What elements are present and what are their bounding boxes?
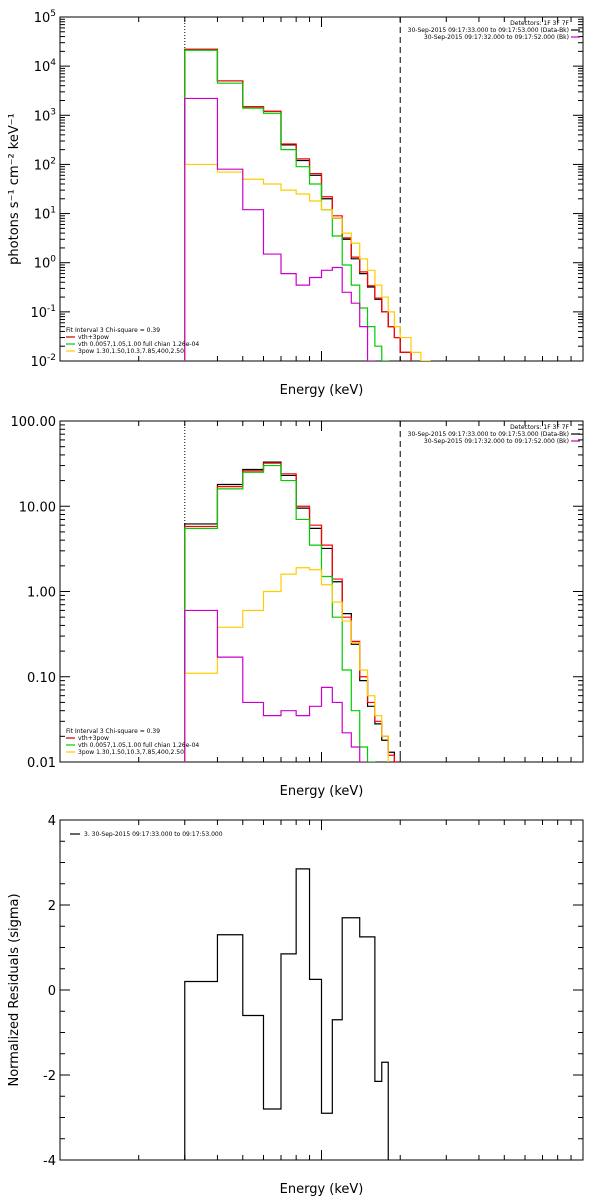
y-tick-exponent: 4 bbox=[50, 58, 56, 68]
y-tick-label: 4 bbox=[48, 814, 56, 829]
y-tick-label: 0 bbox=[48, 984, 56, 999]
series-line-3 bbox=[184, 567, 389, 762]
legend-entry: Fit Interval 3 Chi-square = 0.39 bbox=[66, 327, 160, 334]
legend-entry: vth+3pow bbox=[78, 334, 109, 341]
y-tick-label: 101 bbox=[34, 206, 56, 223]
series-line-0 bbox=[184, 461, 401, 762]
series-line-4 bbox=[184, 609, 369, 762]
y-tick-label: 105 bbox=[34, 9, 56, 26]
series-line-4 bbox=[184, 97, 376, 361]
legend-entry: 3pow 1.30,1.50,10.3,7.85,400,2.50 bbox=[78, 749, 184, 756]
series-group bbox=[184, 48, 431, 361]
y-tick-label: 10-2 bbox=[30, 353, 56, 370]
y-tick-exponent: 0 bbox=[50, 255, 56, 265]
x-axis-label: Energy (keV) bbox=[280, 383, 364, 398]
y-tick-label: 102 bbox=[34, 156, 56, 173]
y-tick-label: 2 bbox=[48, 899, 56, 914]
series-group bbox=[184, 868, 389, 1160]
y-tick-exponent: 3 bbox=[50, 107, 56, 117]
y-tick-base: 10 bbox=[30, 355, 47, 370]
legend-entry: 3. 30-Sep-2015 09:17:33.000 to 09:17:53.… bbox=[84, 831, 223, 838]
series-line-2 bbox=[184, 464, 376, 762]
count-flux-panel: 0.01 0.10 1.00 10.00 100.00 Energy (keV) Detec… bbox=[11, 415, 584, 799]
y-tick-label: -4 bbox=[43, 1154, 56, 1169]
y-tick-label: 100.00 bbox=[11, 415, 57, 430]
y-tick-exponent: 5 bbox=[50, 9, 56, 19]
legend-entry: Fit Interval 3 Chi-square = 0.39 bbox=[66, 728, 160, 735]
x-axis-label: Energy (keV) bbox=[280, 784, 364, 799]
y-tick-base: 10 bbox=[34, 109, 51, 124]
y-tick-label: 10-1 bbox=[30, 304, 56, 321]
y-tick-label: 0.10 bbox=[27, 671, 56, 686]
legend-entry: Detectors: 1F 3F 7F bbox=[510, 424, 569, 431]
y-axis-label: Normalized Residuals (sigma) bbox=[7, 893, 22, 1086]
legend-entry: Detectors: 1F 3F 7F bbox=[510, 20, 569, 27]
legend-entry: 30-Sep-2015 09:17:33.000 to 09:17:53.000… bbox=[408, 27, 569, 34]
y-tick-exponent: -2 bbox=[47, 353, 56, 363]
y-tick-base: 10 bbox=[34, 60, 51, 75]
legend-entry: vth+3pow bbox=[78, 735, 109, 742]
legend-entry: 30-Sep-2015 09:17:32.000 to 09:17:52.000… bbox=[424, 34, 569, 41]
y-axis-label: photons s⁻¹ cm⁻² keV⁻¹ bbox=[7, 113, 22, 265]
series-line-0 bbox=[184, 868, 389, 1160]
y-tick-label: 104 bbox=[34, 58, 57, 75]
y-tick-base: 10 bbox=[34, 11, 51, 26]
plot-frame bbox=[59, 420, 584, 763]
series-line-3 bbox=[184, 163, 431, 361]
series-line-0 bbox=[184, 48, 412, 361]
y-tick-label: 0.01 bbox=[27, 756, 56, 771]
residuals-panel: -4 -2 0 2 4 Energy (keV) Normalized Residuals … bbox=[7, 814, 584, 1197]
series-line-2 bbox=[184, 49, 389, 361]
y-tick-base: 10 bbox=[30, 306, 47, 321]
y-tick-label: 10.00 bbox=[19, 500, 56, 515]
series-group bbox=[184, 461, 401, 762]
y-tick-base: 10 bbox=[34, 208, 51, 223]
y-tick-exponent: 1 bbox=[50, 206, 56, 216]
legend-entry: 30-Sep-2015 09:17:32.000 to 09:17:52.000… bbox=[424, 438, 569, 445]
legend-entry: 30-Sep-2015 09:17:33.000 to 09:17:53.000… bbox=[408, 431, 569, 438]
legend-entry: 3pow 1.30,1.50,10.3,7.85,400,2.50 bbox=[78, 348, 184, 355]
y-tick-label: -2 bbox=[43, 1069, 56, 1084]
y-tick-base: 10 bbox=[34, 158, 51, 173]
series-line-1 bbox=[184, 48, 412, 361]
y-tick-label: 103 bbox=[34, 107, 56, 124]
y-tick-label: 100 bbox=[34, 255, 57, 272]
y-tick-exponent: -1 bbox=[47, 304, 56, 314]
legend-entry: vth 0.0057,1.05,1.00 full chian 1.26e-04 bbox=[78, 341, 199, 348]
y-tick-base: 10 bbox=[34, 257, 51, 272]
y-tick-exponent: 2 bbox=[50, 156, 56, 166]
x-axis-label: Energy (keV) bbox=[280, 1182, 364, 1197]
y-tick-label: 1.00 bbox=[27, 586, 56, 601]
legend-entry: vth 0.0057,1.05,1.00 full chian 1.26e-04 bbox=[78, 742, 199, 749]
